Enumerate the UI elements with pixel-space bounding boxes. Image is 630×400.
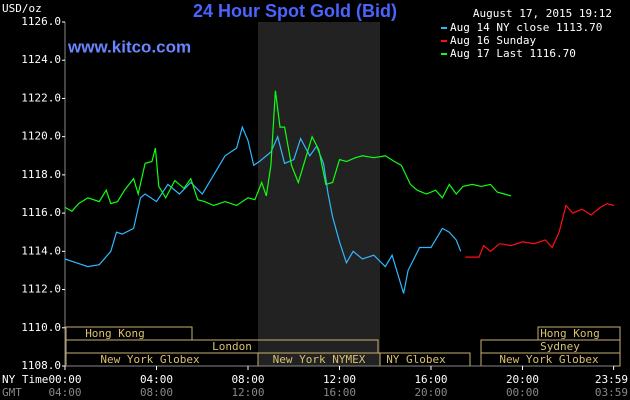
session-label: New York Globex	[499, 353, 599, 366]
x2-tick-label: 12:00	[231, 386, 264, 399]
legend-label: Aug 17 Last 1116.70	[450, 47, 576, 60]
session-label: New York Globex	[100, 353, 200, 366]
x-tick-label: 20:00	[506, 373, 539, 386]
x2-tick-label: 04:00	[48, 386, 81, 399]
price-line	[64, 125, 462, 294]
x-row-label: NY Time	[2, 373, 48, 386]
y-tick-label: 1120.0	[21, 130, 61, 143]
session-label: Hong Kong	[540, 327, 600, 340]
y-tick-label: 1108.0	[21, 359, 61, 372]
price-line	[64, 90, 512, 212]
x2-tick-label: 20:00	[414, 386, 447, 399]
session-label: London	[212, 340, 252, 353]
site-url: www.kitco.com	[67, 37, 191, 56]
y-tick-label: 1110.0	[21, 321, 61, 334]
chart-title: 24 Hour Spot Gold (Bid)	[193, 1, 397, 21]
x-tick-label: 12:00	[323, 373, 356, 386]
y-tick-label: 1118.0	[21, 168, 61, 181]
x-tick-label: 04:00	[140, 373, 173, 386]
x2-tick-label: 16:00	[323, 386, 356, 399]
y-tick-label: 1124.0	[21, 53, 61, 66]
y-tick-label: 1114.0	[21, 244, 61, 257]
session-label: NY Globex	[386, 353, 446, 366]
y-tick-label: 1116.0	[21, 206, 61, 219]
nymex-shade	[258, 22, 380, 366]
x2-tick-label: 03:59	[595, 386, 628, 399]
session-label: Sydney	[540, 340, 580, 353]
x-tick-label: 23:59	[595, 373, 628, 386]
y-unit: USD/oz	[2, 2, 42, 15]
y-tick-label: 1122.0	[21, 91, 61, 104]
y-tick-label: 1126.0	[21, 15, 61, 28]
x2-row-label: GMT	[2, 386, 22, 399]
session-label: New York NYMEX	[273, 353, 366, 366]
session-label: Hong Kong	[85, 327, 145, 340]
legend-label: Aug 16 Sunday	[450, 34, 536, 47]
timestamp: August 17, 2015 19:12	[473, 7, 612, 20]
y-tick-label: 1112.0	[21, 283, 61, 296]
x-tick-label: 00:00	[48, 373, 81, 386]
x2-tick-label: 00:00	[506, 386, 539, 399]
x-tick-label: 16:00	[414, 373, 447, 386]
x-tick-label: 08:00	[231, 373, 264, 386]
legend-label: Aug 14 NY close 1113.70	[450, 21, 602, 34]
x2-tick-label: 08:00	[140, 386, 173, 399]
price-line	[465, 202, 615, 258]
